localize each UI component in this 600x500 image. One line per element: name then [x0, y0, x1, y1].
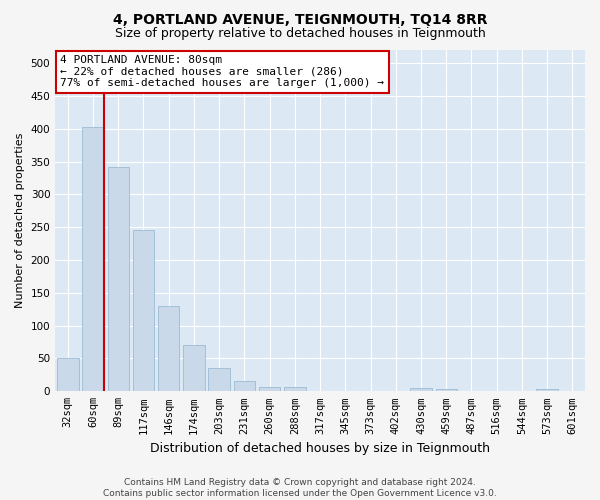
- Text: 4 PORTLAND AVENUE: 80sqm
← 22% of detached houses are smaller (286)
77% of semi-: 4 PORTLAND AVENUE: 80sqm ← 22% of detach…: [61, 55, 385, 88]
- Bar: [284, 388, 305, 392]
- Bar: [107, 167, 129, 392]
- Bar: [410, 388, 432, 392]
- Bar: [536, 388, 558, 392]
- X-axis label: Distribution of detached houses by size in Teignmouth: Distribution of detached houses by size …: [150, 442, 490, 455]
- Bar: [158, 306, 179, 392]
- Bar: [57, 358, 79, 392]
- Bar: [133, 230, 154, 392]
- Bar: [436, 388, 457, 392]
- Text: Contains HM Land Registry data © Crown copyright and database right 2024.
Contai: Contains HM Land Registry data © Crown c…: [103, 478, 497, 498]
- Bar: [82, 127, 104, 392]
- Y-axis label: Number of detached properties: Number of detached properties: [15, 133, 25, 308]
- Text: Size of property relative to detached houses in Teignmouth: Size of property relative to detached ho…: [115, 28, 485, 40]
- Text: 4, PORTLAND AVENUE, TEIGNMOUTH, TQ14 8RR: 4, PORTLAND AVENUE, TEIGNMOUTH, TQ14 8RR: [113, 12, 487, 26]
- Bar: [259, 388, 280, 392]
- Bar: [208, 368, 230, 392]
- Bar: [183, 346, 205, 392]
- Bar: [233, 382, 255, 392]
